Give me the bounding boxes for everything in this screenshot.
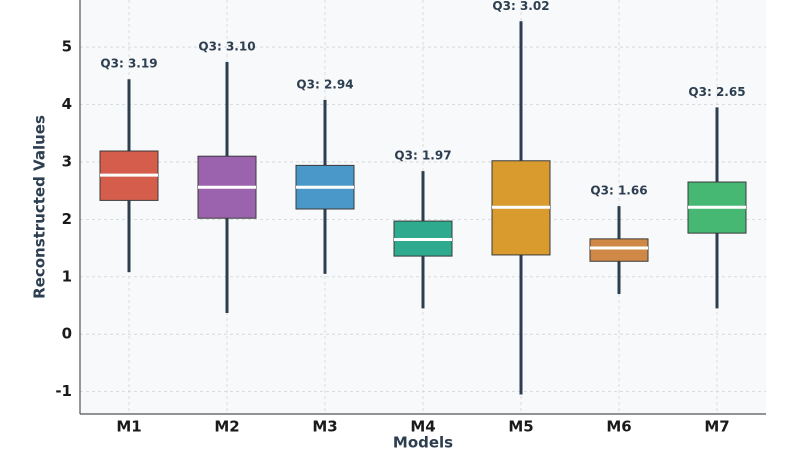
q3-label: Q3: 3.19	[100, 57, 157, 71]
y-tick-label: 5	[62, 38, 72, 56]
q3-label: Q3: 2.65	[688, 85, 745, 99]
y-axis-label: Reconstructed Values	[31, 115, 49, 299]
x-axis-label: Models	[393, 434, 453, 450]
x-tick-label: M2	[214, 418, 239, 436]
y-tick-label: 3	[62, 152, 72, 170]
y-tick-label: 2	[62, 210, 72, 228]
y-tick-label: 4	[62, 95, 72, 113]
q3-label: Q3: 1.66	[590, 184, 647, 198]
y-tick-label: -1	[55, 382, 72, 400]
q3-label: Q3: 2.94	[296, 77, 353, 91]
q3-label: Q3: 3.10	[198, 40, 255, 54]
box	[589, 238, 649, 262]
x-tick-label: M1	[116, 418, 141, 436]
x-tick-label: M4	[410, 418, 435, 436]
x-tick-label: M6	[606, 418, 631, 436]
x-tick-label: M5	[508, 418, 533, 436]
x-tick-label: M3	[312, 418, 337, 436]
x-tick-label: M7	[704, 418, 729, 436]
y-tick-label: 1	[62, 267, 72, 285]
y-tick-label: 0	[62, 325, 72, 343]
q3-label: Q3: 3.02	[492, 0, 549, 13]
q3-label: Q3: 1.97	[394, 149, 451, 163]
